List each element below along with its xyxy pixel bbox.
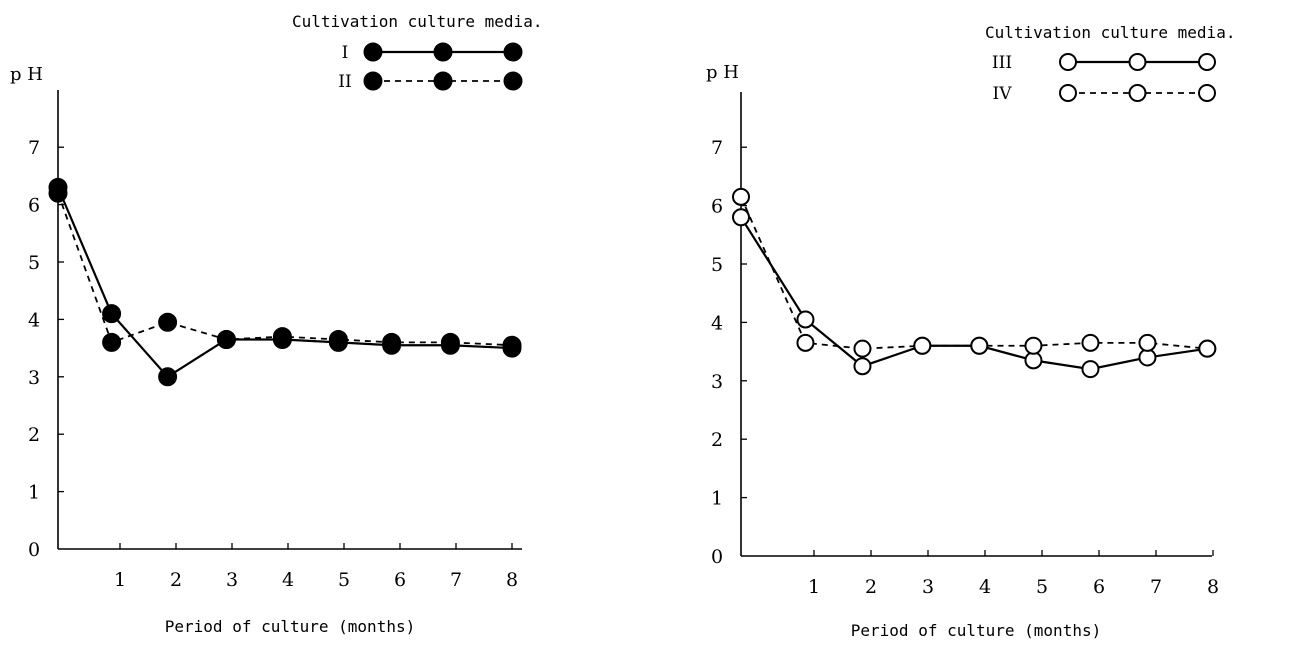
x-tick-label: 3 <box>922 576 934 598</box>
legend-marker <box>1128 53 1147 71</box>
data-point <box>102 304 122 324</box>
y-tick-label: 6 <box>28 195 40 217</box>
legend-marker <box>363 71 383 91</box>
x-tick-label: 3 <box>226 569 238 591</box>
legend-title: Cultivation culture media. <box>292 12 542 31</box>
y-tick-label: 3 <box>28 367 40 389</box>
data-point <box>913 336 932 355</box>
x-tick-label: 2 <box>170 569 182 591</box>
y-tick-label: 0 <box>28 539 40 561</box>
legend-marker <box>503 42 523 62</box>
legend-entry-label: IV <box>993 84 1013 104</box>
x-tick-label: 7 <box>450 569 462 591</box>
y-axis-label: p H <box>706 62 739 83</box>
data-point <box>970 336 989 355</box>
right-chart-panel: 0 1 2 3 4 5 6 7 1 2 3 4 5 6 7 8 p H Period of culture (mo… <box>706 23 1235 640</box>
x-tick-label: 4 <box>282 569 294 591</box>
y-tick-label: 7 <box>711 137 723 159</box>
y-tick-label: 2 <box>28 424 40 446</box>
y-tick-label: 1 <box>711 488 723 510</box>
x-tick-label: 5 <box>338 569 350 591</box>
data-point <box>732 208 750 227</box>
legend-marker <box>1198 53 1216 71</box>
legend-entry-label: III <box>992 53 1012 73</box>
legend-entry-label: II <box>338 72 351 92</box>
legend-title: Cultivation culture media. <box>985 23 1235 42</box>
x-tick-label: 8 <box>1207 576 1219 598</box>
legend-marker <box>1128 84 1147 102</box>
legend-marker <box>433 42 453 62</box>
data-point <box>796 310 815 329</box>
y-tick-label: 5 <box>711 254 723 276</box>
data-point <box>382 332 402 352</box>
data-point <box>1081 333 1100 352</box>
y-tick-label: 7 <box>28 137 40 159</box>
data-point <box>328 329 348 349</box>
data-point <box>102 332 122 352</box>
data-point <box>272 327 292 347</box>
data-point <box>1024 336 1043 355</box>
x-tick-label: 1 <box>114 569 126 591</box>
x-tick-label: 6 <box>394 569 406 591</box>
x-tick-label: 4 <box>979 576 991 598</box>
y-tick-label: 4 <box>28 309 40 331</box>
y-tick-label: 5 <box>28 252 40 274</box>
data-point <box>48 183 68 203</box>
x-tick-label: 6 <box>1093 576 1105 598</box>
legend-marker <box>433 71 453 91</box>
y-tick-label: 2 <box>711 429 723 451</box>
x-axis-label: Period of culture (months) <box>165 617 415 636</box>
y-tick-label: 1 <box>28 482 40 504</box>
data-point <box>853 357 872 376</box>
x-tick-label: 1 <box>808 576 820 598</box>
data-point <box>1081 360 1100 379</box>
x-tick-label: 5 <box>1036 576 1048 598</box>
data-point <box>796 333 815 352</box>
y-tick-label: 6 <box>711 196 723 218</box>
legend-marker <box>1059 84 1077 102</box>
legend-entry-label: I <box>342 43 349 63</box>
data-point <box>158 312 178 332</box>
y-tick-label: 3 <box>711 371 723 393</box>
x-tick-label: 7 <box>1150 576 1162 598</box>
data-point <box>732 187 750 206</box>
y-axis-label: p H <box>10 64 43 85</box>
x-tick-label: 2 <box>865 576 877 598</box>
data-point <box>1138 333 1157 352</box>
legend-marker <box>1059 53 1077 71</box>
data-point <box>1198 339 1217 358</box>
x-axis-label: Period of culture (months) <box>851 621 1101 640</box>
legend-marker <box>363 42 383 62</box>
series-line-II <box>57 192 513 347</box>
data-point <box>853 339 872 358</box>
y-tick-label: 0 <box>711 546 723 568</box>
y-tick-label: 4 <box>711 312 723 334</box>
data-point <box>216 329 236 349</box>
left-chart-panel: 0 1 2 3 4 5 6 7 1 2 3 4 5 6 7 8 p H Period of culture (mo… <box>10 12 542 636</box>
legend-marker <box>1198 84 1216 102</box>
data-point <box>158 367 178 387</box>
x-tick-label: 8 <box>506 569 518 591</box>
data-point <box>502 335 522 355</box>
data-point <box>440 332 460 352</box>
legend-marker <box>503 71 523 91</box>
